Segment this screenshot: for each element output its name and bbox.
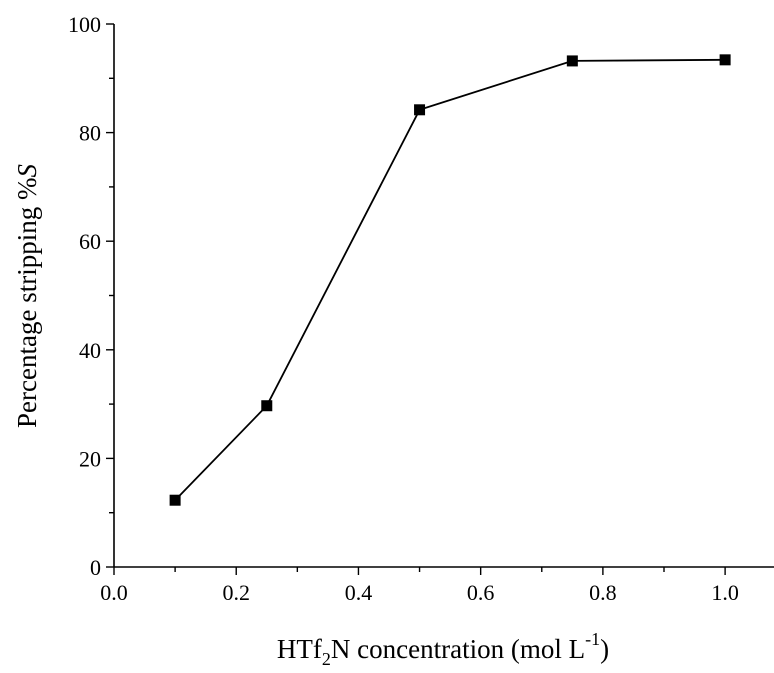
- y-tick-label: 40: [79, 338, 101, 363]
- x-tick-label: 0.2: [222, 580, 250, 605]
- y-tick-label: 20: [79, 446, 101, 471]
- data-point-marker: [261, 400, 273, 412]
- x-tick-label: 1.0: [711, 580, 739, 605]
- x-tick-label: 0.0: [100, 580, 128, 605]
- x-title-middle: N concentration (mol L: [331, 634, 585, 664]
- axes: [113, 24, 774, 568]
- data-point-marker: [719, 54, 731, 66]
- y-tick-label: 100: [68, 12, 101, 37]
- x-tick-label: 0.4: [345, 580, 373, 605]
- y-title-italic: S: [12, 164, 42, 178]
- x-title-superscript: -1: [585, 629, 600, 649]
- x-ticks: 0.0 0.2 0.4 0.6 0.8 1.0: [100, 567, 739, 605]
- y-ticks: 0 20 40 60 80 100: [68, 12, 114, 580]
- x-title-subscript: 2: [322, 649, 331, 669]
- data-point-marker: [169, 494, 181, 506]
- x-tick-label: 0.8: [589, 580, 617, 605]
- y-axis-title: Percentage stripping %S: [12, 164, 42, 428]
- data-point-marker: [566, 55, 578, 67]
- data-point-marker: [414, 104, 426, 116]
- y-tick-label: 60: [79, 229, 101, 254]
- series-line: [174, 58, 726, 501]
- x-tick-label: 0.6: [467, 580, 495, 605]
- y-tick-label: 80: [79, 121, 101, 146]
- x-axis-title: HTf2N concentration (mol L-1): [277, 629, 609, 669]
- x-title-end: ): [600, 634, 609, 664]
- series-group: [169, 54, 731, 506]
- y-title-main: Percentage stripping %: [12, 178, 42, 428]
- x-title-main: HTf: [277, 634, 322, 664]
- y-tick-label: 0: [90, 555, 101, 580]
